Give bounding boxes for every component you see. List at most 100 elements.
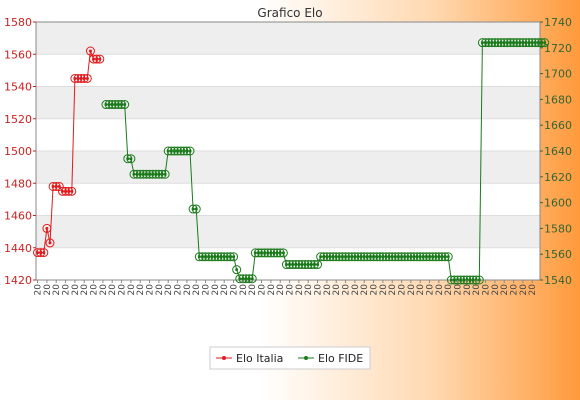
x-tick-label: 20 [491,284,501,296]
x-tick-label: 20 [118,284,128,296]
plot-band [36,22,540,55]
legend-box [209,346,371,370]
y-right-tick-label: 1640 [544,145,572,158]
data-point [67,186,77,196]
x-tick-label: 20 [220,284,230,296]
series-points [33,38,550,285]
x-tick-label: 20 [398,284,408,296]
plot-band [36,247,540,280]
x-tick-label: 20 [183,284,193,296]
plot-bands [36,22,540,280]
x-tick-label: 20 [80,284,90,296]
x-tick-label: 20 [323,284,333,296]
y-left-tick-label: 1580 [4,16,32,29]
data-point [185,146,195,156]
y-left-tick-label: 1460 [4,210,32,223]
x-tick-label: 20 [370,284,380,296]
x-tick-label: 20 [360,284,370,296]
series-line-elo-fide [106,42,545,281]
data-point [313,260,323,270]
x-tick-label: 20 [239,284,249,296]
x-tick-label: 20 [202,284,212,296]
x-tick-label: 20 [276,284,286,296]
x-tick-label: 20 [211,284,221,296]
x-tick-label: 20 [230,284,240,296]
data-point [278,248,288,258]
chart-title: Grafico Elo [257,6,322,20]
x-tick-label: 20 [286,284,296,296]
x-tick-label: 20 [127,284,137,296]
x-tick-label: 20 [444,284,454,296]
legend-marker-elo-fide [304,356,308,360]
y-right-tick-label: 1680 [544,93,572,106]
x-tick-label: 20 [99,284,109,296]
y-axis-right: 1540 1560 1580 1600 1620 1640 1660 1680 1700 1720… [540,16,572,287]
data-point [160,169,170,179]
x-tick-label: 20 [510,284,520,296]
x-tick-label: 20 [332,284,342,296]
x-tick-label: 20 [426,284,436,296]
data-point [95,54,105,64]
y-right-tick-label: 1700 [544,68,572,81]
x-tick-label: 20 [342,284,352,296]
x-tick-label: 20 [295,284,305,296]
data-point [443,252,453,262]
x-tick-label: 20 [435,284,445,296]
x-tick-label: 20 [379,284,389,296]
x-tick-label: 20 [174,284,184,296]
y-left-tick-label: 1500 [4,145,32,158]
data-point [82,73,92,83]
plot-band [36,118,540,151]
x-tick-label: 20 [71,284,81,296]
y-right-tick-label: 1720 [544,42,572,55]
y-right-tick-label: 1600 [544,197,572,210]
data-point [474,275,484,285]
legend: Elo Italia Elo FIDE [209,346,371,370]
x-tick-label: 20 [136,284,146,296]
data-point [45,238,55,248]
x-axis: 20 20 20 20 20 20 20 20 20 20 20 20 20 20 20 20 20 20 20 20… [34,280,538,296]
x-tick-label: 20 [388,284,398,296]
x-tick-label: 20 [52,284,62,296]
data-point [120,100,130,110]
x-tick-label: 20 [90,284,100,296]
y-right-tick-label: 1740 [544,16,572,29]
x-tick-label: 20 [164,284,174,296]
x-tick-label: 20 [34,284,44,296]
x-tick-label: 20 [108,284,118,296]
legend-marker-elo-italia [222,356,226,360]
x-tick-label: 20 [463,284,473,296]
x-tick-label: 20 [146,284,156,296]
x-tick-label: 20 [267,284,277,296]
x-tick-label: 20 [519,284,529,296]
x-tick-label: 20 [304,284,314,296]
x-tick-label: 20 [192,284,202,296]
data-point [229,252,239,262]
data-point [191,204,201,214]
data-point [232,265,242,275]
x-tick-label: 20 [416,284,426,296]
data-point [54,181,64,191]
y-left-tick-label: 1520 [4,113,32,126]
y-left-tick-label: 1420 [4,274,32,287]
legend-label-elo-fide: Elo FIDE [318,352,363,365]
data-point [39,248,49,258]
y-axis-left: 1420 1440 1460 1480 1500 1520 1540 1560 1580 [4,16,36,287]
y-left-tick-label: 1440 [4,242,32,255]
data-point [85,46,95,56]
y-right-tick-label: 1580 [544,222,572,235]
plot-band [36,151,540,184]
x-tick-label: 20 [43,284,53,296]
x-tick-label: 20 [454,284,464,296]
data-point [126,154,136,164]
x-tick-label: 20 [258,284,268,296]
plot-band [36,86,540,119]
data-point [42,223,52,233]
x-tick-label: 20 [482,284,492,296]
plot-band [36,215,540,248]
y-right-tick-label: 1560 [544,248,572,261]
x-tick-label: 20 [155,284,165,296]
plot-band [36,183,540,216]
